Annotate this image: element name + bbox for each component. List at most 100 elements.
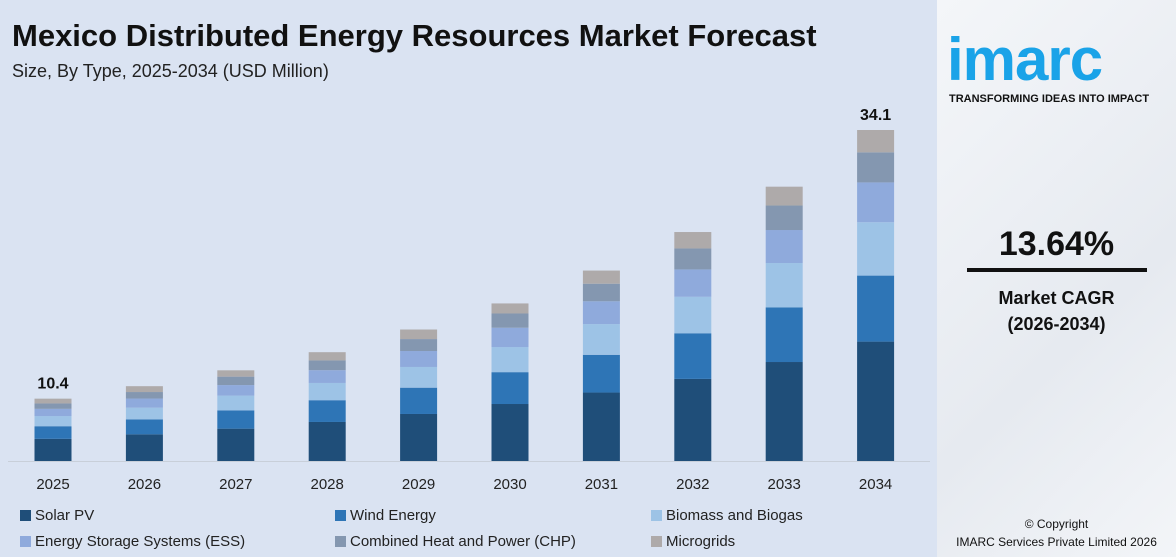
bar-segment [217, 395, 255, 411]
legend-swatch [335, 536, 346, 547]
stacked-bar-chart: 2025 10.4 2026 2027 2028 2029 2030 2031 2032 2033… [8, 107, 930, 493]
legend-swatch [651, 510, 662, 521]
tagline: TRANSFORMING IDEAS INTO IMPACT [949, 93, 1150, 105]
bar-segment [125, 398, 163, 408]
x-tick-label: 2029 [402, 476, 435, 493]
x-tick-label: 2025 [36, 476, 69, 493]
legend-label: Wind Energy [350, 507, 436, 524]
legend-item: Biomass and Biogas [651, 507, 803, 524]
bar-segment [857, 222, 895, 276]
bar-segment [308, 352, 346, 361]
bar-segment [491, 347, 529, 373]
bar-segment [491, 313, 529, 328]
bar-segment [674, 378, 712, 461]
copyright-company: IMARC Services Private Limited 2026 [956, 535, 1157, 549]
bar-segment [765, 263, 803, 308]
legend-label: Microgrids [666, 533, 736, 550]
info-panel: imarc TRANSFORMING IDEAS INTO IMPACT 13.… [937, 0, 1176, 557]
bar-segment [857, 152, 895, 183]
bar-segment [765, 307, 803, 363]
bar-segment [674, 248, 712, 270]
legend-label: Biomass and Biogas [666, 507, 803, 524]
legend-swatch [335, 510, 346, 521]
bar-segment [857, 182, 895, 223]
cagr-value: 13.64% [998, 225, 1115, 263]
legend-item: Wind Energy [335, 507, 436, 524]
bar-segment [34, 408, 72, 417]
bar-segment [308, 400, 346, 422]
bar-segment [582, 392, 620, 461]
bar-segment [857, 341, 895, 461]
bar-segment [400, 366, 438, 388]
bar-segment [674, 333, 712, 379]
bar-segment [491, 404, 529, 461]
bar-segment [308, 370, 346, 383]
bar-segment [400, 339, 438, 352]
bar-segment [34, 398, 72, 404]
bar-segment [400, 351, 438, 367]
bar-segment [125, 419, 163, 435]
bar-segment [582, 354, 620, 393]
copyright: © Copyright [1024, 517, 1089, 531]
legend-label: Energy Storage Systems (ESS) [35, 533, 246, 550]
legend-item: Energy Storage Systems (ESS) [20, 533, 245, 550]
bar-segment [400, 413, 438, 461]
chart-title: Mexico Distributed Energy Resources Mark… [12, 18, 817, 53]
bar-segment [582, 270, 620, 284]
imarc-logo: imarc [947, 26, 1103, 93]
legend-item: Combined Heat and Power (CHP) [335, 533, 576, 550]
bar-segment [400, 387, 438, 414]
bar-segment [400, 329, 438, 340]
x-tick-label: 2028 [311, 476, 344, 493]
bar-segment [217, 376, 255, 386]
legend-label: Combined Heat and Power (CHP) [350, 533, 576, 550]
legend-item: Solar PV [20, 507, 94, 524]
bar-segment [217, 385, 255, 396]
bar-segment [674, 296, 712, 334]
bar-segment [491, 372, 529, 405]
bar-segment [125, 386, 163, 393]
bar-segment [217, 370, 255, 377]
bar-segment [491, 303, 529, 314]
bar-segment [582, 324, 620, 355]
cagr-label: Market CAGR [998, 288, 1115, 308]
bar-segment [674, 232, 712, 249]
bar-segment [674, 269, 712, 297]
legend-swatch [651, 536, 662, 547]
legend-swatch [20, 536, 31, 547]
x-tick-label: 2030 [493, 476, 526, 493]
x-tick-label: 2026 [128, 476, 161, 493]
total-label: 34.1 [860, 107, 891, 124]
bar-segment [125, 392, 163, 399]
legend-swatch [20, 510, 31, 521]
bar-segment [217, 410, 255, 429]
bar-segment [34, 403, 72, 409]
x-tick-label: 2027 [219, 476, 252, 493]
total-label: 10.4 [37, 376, 68, 393]
bar-segment [582, 301, 620, 325]
bar-segment [308, 360, 346, 371]
bar-segment [125, 434, 163, 461]
divider [967, 268, 1147, 272]
legend-label: Solar PV [35, 507, 95, 524]
bar-segment [765, 186, 803, 206]
cagr-period: (2026-2034) [1007, 314, 1106, 334]
bar-segment [857, 275, 895, 342]
bar-segment [765, 362, 803, 461]
legend-item: Microgrids [651, 533, 735, 550]
bar-segment [765, 205, 803, 231]
bar-segment [308, 382, 346, 401]
bar-segment [491, 327, 529, 348]
bar-segment [582, 283, 620, 302]
bar-segment [308, 421, 346, 461]
bar-segment [217, 428, 255, 461]
x-tick-label: 2032 [676, 476, 709, 493]
bar-segment [765, 230, 803, 264]
x-tick-label: 2034 [859, 476, 892, 493]
bar-segment [34, 438, 72, 461]
x-tick-label: 2031 [585, 476, 618, 493]
bar-segment [34, 426, 72, 439]
chart-subtitle: Size, By Type, 2025-2034 (USD Million) [12, 61, 329, 81]
bar-segment [34, 416, 72, 427]
bar-segment [125, 407, 163, 420]
